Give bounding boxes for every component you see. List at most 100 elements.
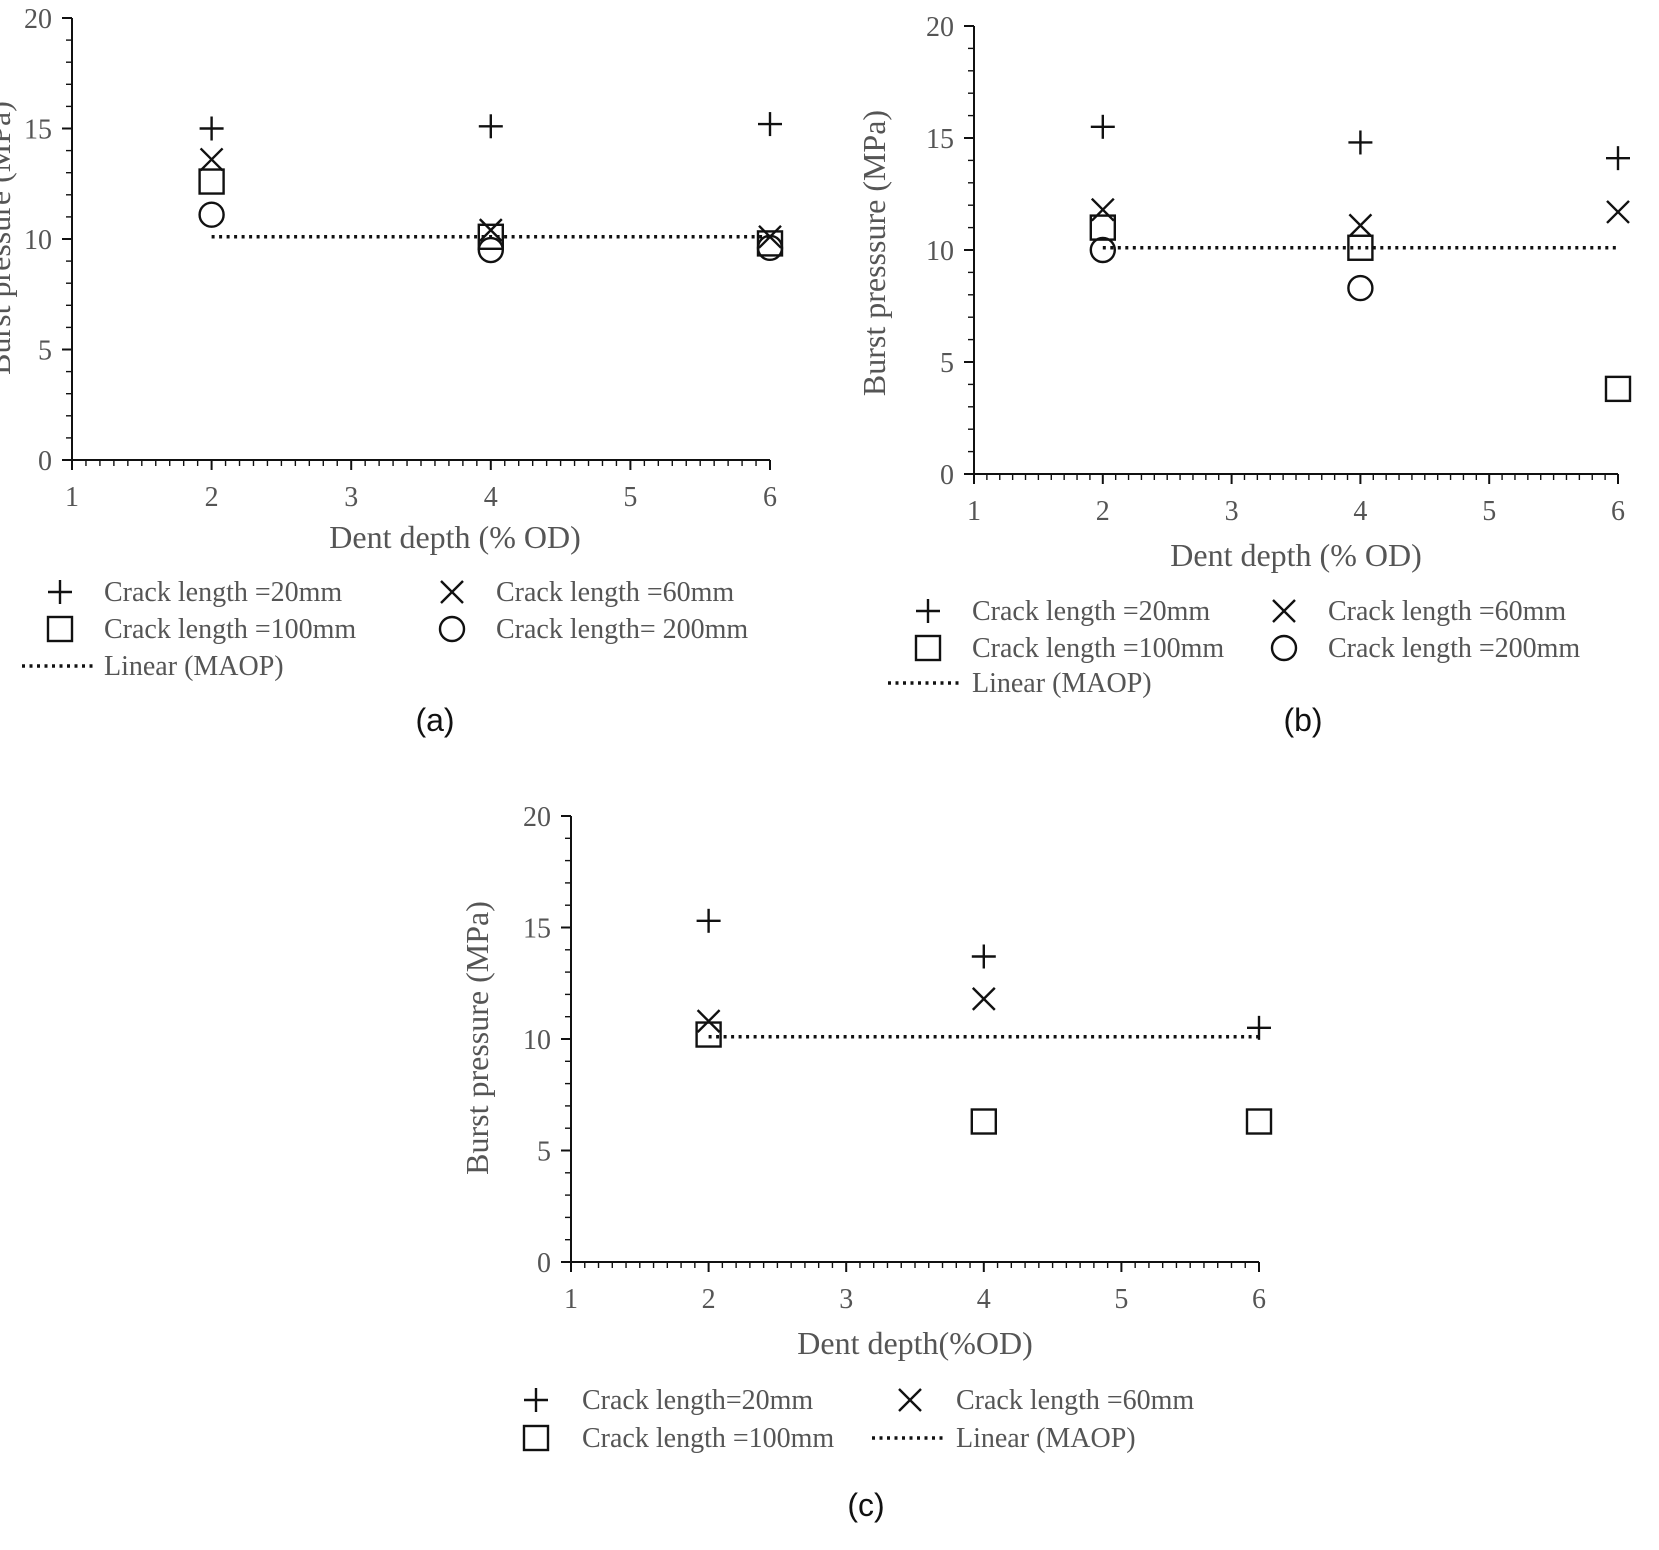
chart-panel-b: 1 2 3 4 5 6 0 5 10 15 20 Dent depth (% OD) Burst pre…: [856, 12, 1632, 738]
data-point-circle: [1089, 236, 1117, 264]
x-axis-label: Dent depth(%OD): [797, 1325, 1032, 1361]
x-tick-label: 1: [65, 482, 79, 513]
y-tick-label: 0: [940, 460, 954, 491]
legend-marker-circle: [1270, 634, 1298, 662]
y-tick-label: 5: [38, 336, 52, 367]
legend-label: Linear (MAOP): [104, 651, 284, 682]
data-point-plus: [1348, 130, 1373, 155]
data-point-plus: [1606, 146, 1630, 171]
x-tick-label: 5: [623, 482, 637, 513]
x-tick-label: 5: [1114, 1284, 1128, 1315]
data-point-plus: [696, 908, 721, 933]
data-point-plus: [1090, 114, 1115, 139]
legend-label: Crack length= 200mm: [496, 614, 748, 645]
data-point-circle: [477, 236, 504, 264]
data-point-square: [1604, 375, 1632, 403]
x-axis-label: Dent depth (% OD): [1170, 537, 1421, 573]
legend-marker-square: [46, 615, 74, 643]
data-point-square: [1245, 1108, 1273, 1135]
legend-marker-x: [898, 1388, 922, 1412]
legend-label: Crack length =200mm: [1328, 633, 1580, 664]
y-axis-label: Burst presssure (MPa): [856, 110, 892, 396]
legend-label: Crack length=20mm: [582, 1385, 813, 1416]
data-point-square: [970, 1108, 997, 1135]
x-tick-label: 4: [484, 482, 498, 513]
legend: Crack length =20mm Crack length =60mm Crac…: [888, 596, 1580, 699]
data-point-x: [199, 147, 224, 172]
data-point-circle: [198, 201, 225, 228]
data-point-square: [1347, 234, 1374, 261]
legend: Crack length =20mm Crack length =60mm Crac…: [22, 577, 748, 682]
y-tick-label: 5: [537, 1137, 551, 1168]
chart-panel-a: 1 2 3 4 5 6 0 5 10 15 20 Dent depth (% OD) Burst pre…: [0, 4, 784, 738]
data-point-square: [1089, 214, 1117, 241]
y-tick-label: 20: [523, 802, 551, 833]
legend-marker-circle: [438, 615, 466, 643]
data-point-x: [696, 1009, 721, 1034]
y-tick-label: 15: [24, 115, 52, 146]
legend-marker-x: [440, 580, 464, 604]
x-tick-label: 5: [1482, 496, 1496, 527]
data-point-plus: [199, 116, 224, 141]
legend-marker-x: [1272, 599, 1296, 623]
y-axis-label: Burst pressure (MPa): [459, 901, 495, 1175]
chart-panel-c: 1 2 3 4 5 6 0 5 10 15 20 Dent depth(%OD) Burst press…: [459, 802, 1273, 1523]
x-axis-label: Dent depth (% OD): [329, 519, 580, 555]
legend-marker-plus: [916, 599, 940, 623]
legend-label: Crack length =100mm: [104, 614, 356, 645]
legend-label: Crack length =60mm: [1328, 596, 1566, 627]
legend-label: Crack length =60mm: [956, 1385, 1194, 1416]
y-tick-label: 10: [24, 225, 52, 256]
data-point-x: [478, 218, 503, 243]
x-tick-label: 4: [977, 1284, 991, 1315]
x-tick-label: 6: [1252, 1284, 1266, 1315]
x-tick-label: 3: [344, 482, 358, 513]
y-tick-label: 10: [523, 1025, 551, 1056]
y-tick-label: 5: [940, 348, 954, 379]
legend-label: Crack length =60mm: [496, 577, 734, 608]
data-point-x: [1348, 213, 1373, 238]
data-point-x: [1606, 200, 1630, 224]
y-tick-label: 0: [537, 1248, 551, 1279]
panel-label: (c): [847, 1487, 884, 1523]
data-point-circle: [756, 234, 784, 262]
panel-label: (b): [1283, 702, 1322, 738]
legend-label: Crack length =20mm: [972, 596, 1210, 627]
y-tick-label: 15: [523, 914, 551, 945]
x-tick-label: 2: [702, 1284, 716, 1315]
x-tick-label: 6: [1611, 496, 1625, 527]
legend-marker-plus: [48, 580, 72, 604]
y-tick-label: 15: [926, 124, 954, 155]
data-point-plus: [1247, 1015, 1271, 1040]
legend-label: Crack length =100mm: [582, 1423, 834, 1454]
data-point-square: [695, 1021, 722, 1048]
legend-label: Linear (MAOP): [972, 668, 1152, 699]
y-tick-label: 10: [926, 236, 954, 267]
data-point-x: [971, 987, 996, 1011]
legend: Crack length=20mm Crack length =60mm Crack…: [522, 1385, 1194, 1454]
x-tick-label: 1: [967, 496, 981, 527]
x-tick-label: 4: [1353, 496, 1367, 527]
data-point-plus: [478, 114, 503, 139]
x-tick-label: 1: [564, 1284, 578, 1315]
legend-label: Linear (MAOP): [956, 1423, 1136, 1454]
y-tick-label: 20: [24, 4, 52, 35]
legend-marker-plus: [524, 1388, 548, 1412]
data-point-x: [1090, 197, 1115, 222]
y-tick-label: 20: [926, 12, 954, 43]
y-axis-label: Burst pressure (MPa): [0, 101, 17, 375]
data-point-circle: [1347, 274, 1374, 302]
legend-marker-square: [914, 634, 942, 662]
x-tick-label: 3: [839, 1284, 853, 1315]
data-point-plus: [758, 112, 782, 137]
legend-marker-square: [522, 1424, 550, 1452]
legend-label: Crack length =20mm: [104, 577, 342, 608]
x-tick-label: 2: [205, 482, 219, 513]
data-point-square: [198, 168, 225, 195]
data-point-plus: [971, 944, 996, 969]
x-tick-label: 6: [763, 482, 777, 513]
legend-label: Crack length =100mm: [972, 633, 1224, 664]
data-point-square: [477, 223, 504, 250]
x-tick-label: 3: [1225, 496, 1239, 527]
